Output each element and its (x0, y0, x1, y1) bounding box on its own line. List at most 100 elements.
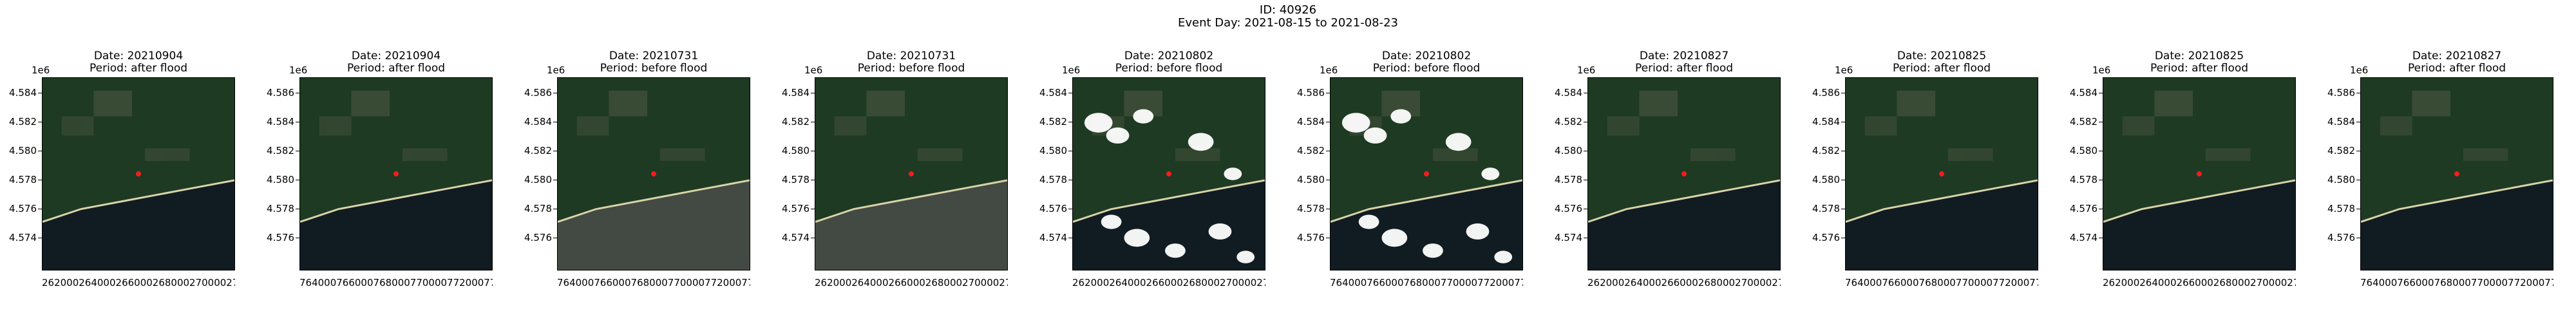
y-tick-label: 4.582 (267, 145, 299, 156)
panel-period: Period: after flood (1634, 62, 1734, 75)
satellite-image (299, 77, 493, 270)
panel-date: Date: 20210827 (2412, 50, 2502, 62)
y-tick-label: 4.584 (1555, 87, 1587, 99)
satellite-panel: Date: 20210827 Period: after flood 1e6 4.58… (2327, 0, 2553, 322)
location-marker-icon (2197, 171, 2202, 176)
y-tick-label: 4.574 (1039, 232, 1072, 243)
y-axis-scale-label: 1e6 (2350, 64, 2369, 76)
panel-date: Date: 20210731 (866, 50, 956, 62)
y-tick-label: 4.584 (1812, 116, 1845, 128)
cloud-shape (1423, 243, 1443, 258)
satellite-image (815, 77, 1008, 270)
cloud-shape (1224, 167, 1242, 180)
y-tick-label: 4.580 (782, 145, 815, 156)
y-tick-label: 4.580 (2070, 145, 2103, 156)
y-tick-label: 4.574 (1555, 232, 1587, 243)
sea-area (558, 180, 750, 270)
x-tick-labels: 764000766000768000770000772000774000 (2360, 277, 2553, 289)
y-tick-label: 4.580 (1039, 145, 1072, 156)
y-tick-label: 4.586 (2327, 87, 2360, 99)
satellite-image (2103, 77, 2296, 270)
panel-date: Date: 20210825 (2154, 50, 2244, 62)
y-tick-label: 4.584 (1039, 87, 1072, 99)
cloud-shape (1236, 251, 1255, 263)
y-tick-label: 4.580 (1555, 145, 1587, 156)
panel-date: Date: 20210827 (1639, 50, 1729, 62)
panel-date: Date: 20210904 (351, 50, 441, 62)
beach-line (43, 179, 234, 223)
panel-period: Period: before flood (1372, 62, 1481, 75)
cloud-shape (1208, 223, 1232, 240)
location-marker-icon (136, 171, 141, 176)
satellite-panel: Date: 20210827 Period: after flood 1e6 4.58… (1555, 0, 1781, 322)
y-tick-label: 4.574 (9, 232, 42, 243)
panel-title: Date: 20210802 Period: before flood (1330, 50, 1523, 75)
y-tick-label: 4.574 (2070, 232, 2103, 243)
urban-texture (1864, 90, 1993, 162)
y-axis-scale-label: 1e6 (32, 64, 50, 76)
y-tick-label: 4.576 (1812, 232, 1845, 243)
sea-area (1331, 180, 1522, 270)
satellite-image (2360, 77, 2553, 270)
cloud-shape (1466, 223, 1490, 240)
sea-area (2103, 180, 2295, 270)
urban-texture (576, 90, 705, 162)
location-marker-icon (1166, 171, 1171, 176)
x-tick-labels: 262000264000266000268000270000272000 (1072, 277, 1265, 289)
panel-title: Date: 20210904 Period: after flood (42, 50, 235, 75)
beach-line (1846, 179, 2038, 223)
beach-line (1588, 179, 1780, 223)
satellite-image (557, 77, 750, 270)
panel-period: Period: after flood (89, 62, 188, 75)
x-tick-labels: 764000766000768000770000772000774000 (1330, 277, 1523, 289)
cloud-shape (1124, 229, 1150, 247)
satellite-panel: Date: 20210802 Period: before flood 1e6 4.5… (1297, 0, 1523, 322)
panel-date: Date: 20210731 (609, 50, 699, 62)
y-tick-label: 4.576 (1039, 203, 1072, 214)
y-tick-label: 4.578 (1297, 203, 1330, 214)
figure-id: ID: 40926 (1259, 3, 1317, 17)
cloud-shape (1363, 127, 1387, 144)
cloud-shape (1165, 243, 1186, 258)
panel-date: Date: 20210802 (1124, 50, 1214, 62)
satellite-image (42, 77, 235, 270)
y-tick-label: 4.580 (9, 145, 42, 156)
location-marker-icon (651, 171, 656, 176)
y-tick-label: 4.582 (524, 145, 557, 156)
satellite-panel: Date: 20210731 Period: before flood 1e6 4.5… (782, 0, 1008, 322)
y-tick-label: 4.578 (1039, 174, 1072, 185)
cloud-shape (1381, 229, 1408, 247)
y-axis-scale-label: 1e6 (1320, 64, 1338, 76)
y-tick-label: 4.582 (1039, 116, 1072, 128)
panel-title: Date: 20210731 Period: before flood (557, 50, 750, 75)
satellite-image (1845, 77, 2038, 270)
urban-texture (2122, 90, 2251, 162)
y-tick-label: 4.578 (267, 203, 299, 214)
y-tick-label: 4.584 (2327, 116, 2360, 128)
x-tick-labels: 262000264000266000268000270000272000 (2103, 277, 2296, 289)
x-tick-labels: 262000264000266000268000270000272000 (1587, 277, 1781, 289)
cloud-shape (1188, 133, 1214, 151)
x-tick-labels: 764000766000768000770000772000774000 (299, 277, 493, 289)
sea-area (2361, 180, 2553, 270)
beach-line (1331, 179, 1522, 223)
y-tick-label: 4.586 (267, 87, 299, 99)
y-axis-scale-label: 1e6 (289, 64, 308, 76)
cloud-shape (1358, 214, 1379, 229)
y-tick-label: 4.576 (267, 232, 299, 243)
y-tick-label: 4.580 (267, 174, 299, 185)
y-tick-label: 4.582 (1812, 145, 1845, 156)
y-axis-scale-label: 1e6 (547, 64, 565, 76)
y-tick-label: 4.578 (1812, 203, 1845, 214)
urban-texture (319, 90, 448, 162)
sea-area (43, 180, 234, 270)
satellite-panel: Date: 20210802 Period: before flood 1e6 4.5… (1039, 0, 1265, 322)
x-tick-labels: 764000766000768000770000772000774000 (1845, 277, 2038, 289)
panel-period: Period: after flood (1892, 62, 1991, 75)
cloud-shape (1133, 109, 1154, 124)
location-marker-icon (1424, 171, 1429, 176)
y-tick-label: 4.580 (524, 174, 557, 185)
panel-period: Period: before flood (1115, 62, 1223, 75)
satellite-image (1330, 77, 1523, 270)
location-marker-icon (1681, 171, 1687, 176)
